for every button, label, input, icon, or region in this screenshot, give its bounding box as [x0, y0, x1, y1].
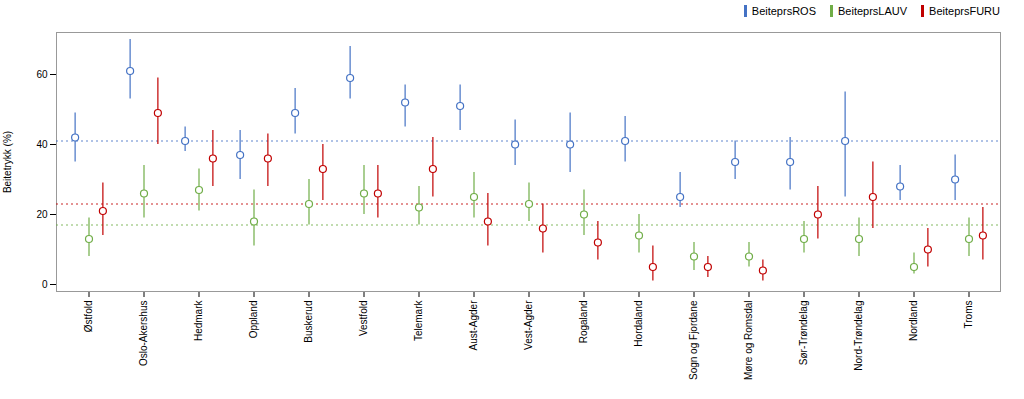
svg-text:Nordland: Nordland [908, 301, 919, 342]
svg-text:Telemark: Telemark [413, 300, 424, 342]
svg-text:Troms: Troms [963, 301, 974, 329]
svg-text:Beitetrykk (%): Beitetrykk (%) [2, 131, 13, 193]
html-text:BeiteprsFURU: BeiteprsFURU [929, 5, 1000, 17]
svg-text:Buskerud: Buskerud [303, 301, 314, 343]
html-text:BeiteprsROS: BeiteprsROS [751, 5, 816, 17]
svg-text:Oslo-Akershus: Oslo-Akershus [138, 301, 149, 367]
svg-text:0: 0 [42, 279, 48, 290]
svg-text:Rogaland: Rogaland [578, 301, 589, 344]
svg-text:Sør-Trøndelag: Sør-Trøndelag [798, 301, 809, 366]
svg-text:Hedmark: Hedmark [193, 300, 204, 342]
svg-text:Møre og Romsdal: Møre og Romsdal [743, 301, 754, 380]
html-text:BeiteprsLAUV: BeiteprsLAUV [838, 5, 908, 17]
svg-text:Vestfold: Vestfold [358, 301, 369, 337]
svg-text:Hordaland: Hordaland [633, 301, 644, 347]
svg-text:Vest-Agder: Vest-Agder [523, 300, 534, 350]
svg-text:Oppland: Oppland [248, 301, 259, 339]
svg-text:60: 60 [36, 69, 48, 80]
svg-text:40: 40 [36, 139, 48, 150]
svg-text:Nord-Trøndelag: Nord-Trøndelag [853, 301, 864, 371]
svg-text:20: 20 [36, 209, 48, 220]
svg-text:Østfold: Østfold [83, 301, 94, 333]
svg-text:Sogn og Fjordane: Sogn og Fjordane [688, 300, 699, 380]
svg-text:Aust-Agder: Aust-Agder [468, 300, 479, 351]
